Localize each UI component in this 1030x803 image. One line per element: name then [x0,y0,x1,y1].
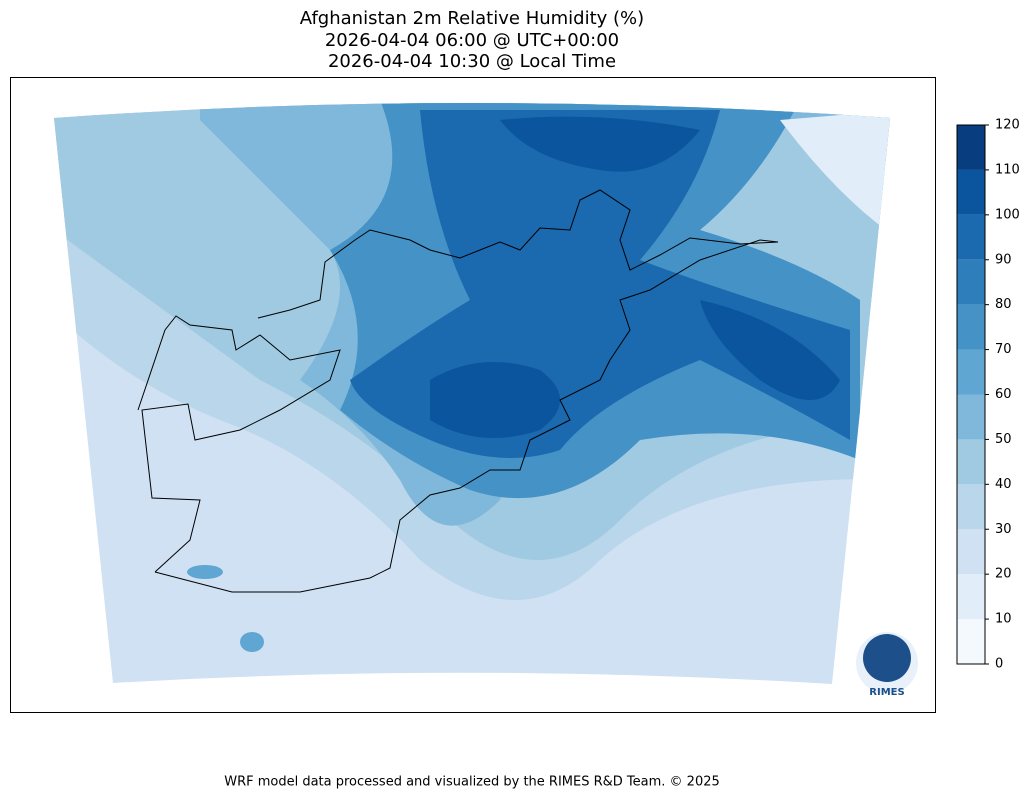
logo: RIMES [856,632,918,698]
title-line: 2026-04-04 10:30 @ Local Time [328,51,616,72]
colorbar-tick-label: 70 [995,342,1012,357]
logo-text: RIMES [869,687,904,698]
colorbar-tick-label: 30 [995,522,1012,537]
colorbar-bin [957,439,985,485]
colorbar-tick-label: 100 [995,207,1020,222]
colorbar-bin [957,169,985,215]
colorbar-tick-label: 0 [995,657,1003,672]
country-border [137,189,779,593]
colorbar-tick-label: 20 [995,567,1012,582]
title-line: 2026-04-04 06:00 @ UTC+00:00 [325,30,619,51]
colorbar-tick-label: 10 [995,612,1012,627]
colorbar-bin [957,619,985,664]
humidity-field [54,103,890,684]
colorbar-bin [957,349,985,395]
colorbar-bin [957,574,985,620]
colorbar-bin [957,304,985,350]
colorbar-tick-label: 110 [995,162,1020,177]
colorbar-tick-label: 60 [995,387,1012,402]
colorbar-bin [957,484,985,530]
colorbar-tick-label: 90 [995,252,1012,267]
colorbar-bin [957,125,985,170]
colorbar-tick-label: 120 [995,118,1020,133]
colorbar-bin [957,259,985,305]
colorbar-tick-label: 80 [995,297,1012,312]
footer: WRF model data processed and visualized … [224,775,720,790]
colorbar: 0 10 20 30 40 50 60 70 80 90 100 110 120 [956,118,1020,672]
colorbar-tick-label: 40 [995,477,1012,492]
colorbar-bin [957,529,985,575]
colorbar-bin [957,394,985,440]
title-line: Afghanistan 2m Relative Humidity (%) [300,8,644,29]
colorbar-bin [957,214,985,260]
colorbar-tick-label: 50 [995,432,1012,447]
